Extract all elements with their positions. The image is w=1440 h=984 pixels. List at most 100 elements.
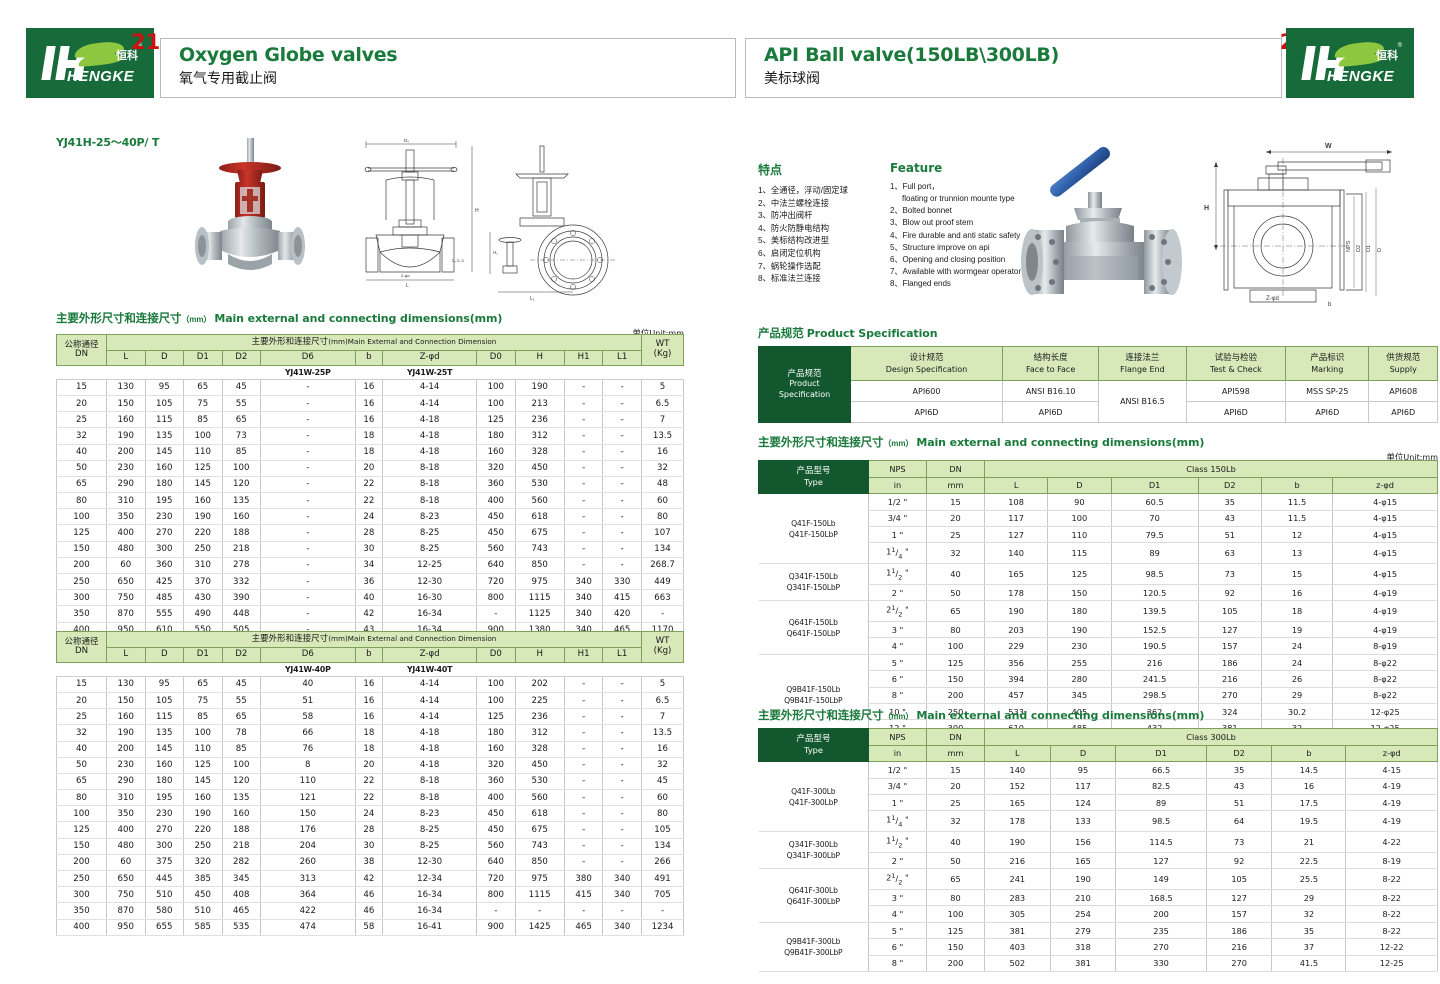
table-cell: 6.5: [641, 692, 684, 710]
brand-name-en-right: HENGKE: [1327, 68, 1395, 85]
table-cell: 236: [514, 708, 565, 726]
table-cell: 1425: [514, 919, 565, 936]
ball-valve-dimensions-table-300lb: 产品型号 Type NPS DN Class 300Lb in mm L D D1 D2 b…: [758, 727, 1438, 972]
table-cell: 160: [476, 444, 516, 461]
col-header-b: b: [354, 646, 384, 663]
table-cell: 356: [983, 654, 1049, 672]
table-cell: 160: [106, 708, 146, 726]
table-cell: 4-18: [382, 444, 478, 461]
table-cell: 8-φ22: [1332, 670, 1438, 688]
table-cell: 35: [1271, 922, 1347, 940]
table-cell: 345: [1047, 687, 1112, 704]
nps-cell: 3 ": [868, 621, 927, 639]
table-cell: 60: [106, 557, 146, 575]
table-cell: -: [563, 676, 604, 693]
table-cell: 8-25: [382, 524, 478, 542]
svg-text:D₂ D₁ D: D₂ D₁ D: [452, 259, 465, 263]
spec-col-marking: 产品标识 Marking: [1285, 345, 1370, 382]
col-header-D1: D1: [183, 646, 223, 663]
table-cell: 16: [1260, 584, 1334, 602]
label-D2: D2: [1356, 245, 1362, 252]
table-row: 25 160 115 85 65 58 16 4-14 125 236- -7: [56, 708, 684, 726]
variant-spacer: [476, 365, 684, 380]
ball-valve-drawings: W H: [1010, 130, 1440, 308]
spec-title-cn: 产品规范: [758, 328, 804, 340]
spec-cell: ANSI B16.10: [1001, 380, 1100, 403]
table-cell: 125: [476, 708, 516, 726]
table-cell: 300: [56, 886, 107, 904]
table-cell: -: [602, 708, 642, 726]
table-cell: 145: [144, 444, 184, 461]
table-row: 6 " 150 394 280 241.5 216 26 8-φ22: [759, 670, 1438, 688]
nps-cell: 1 ": [868, 794, 927, 812]
spec-cell-flange: ANSI B16.5: [1098, 380, 1187, 424]
table-cell: 1115: [514, 886, 565, 904]
spec-col-design: 设计规范 Design Specification: [850, 345, 1003, 382]
table-cell: 4-φ15: [1332, 563, 1438, 585]
nps-cell: 8 ": [868, 955, 927, 972]
col-header-L: L: [106, 349, 146, 366]
col-header-H: H: [514, 646, 565, 663]
table-cell: 400: [106, 524, 146, 542]
table-cell: -: [563, 476, 604, 494]
table-cell: 202: [514, 676, 565, 693]
table-cell: 160: [106, 411, 146, 429]
table-cell: 200: [1115, 905, 1207, 923]
table-cell: 105: [1197, 600, 1262, 623]
table-cell: 108: [983, 493, 1049, 511]
table-cell: 230: [1047, 637, 1112, 655]
table-cell: 16: [354, 379, 384, 396]
spec-cell: API6D: [1285, 401, 1370, 424]
table-row: 32 190 135 100 73-18 4-18 180 312- -13.5: [56, 427, 684, 445]
table-cell: 298.5: [1110, 687, 1199, 704]
product-type-cell: Q341F-300Lb Q341F-300LbP: [758, 831, 869, 870]
table-cell: 152: [984, 778, 1051, 796]
table-cell: 178: [983, 584, 1049, 602]
table-cell: 38: [354, 854, 384, 872]
table-cell: 139.5: [1110, 600, 1199, 623]
feature-item: 2、中法兰螺栓连接: [758, 197, 829, 208]
table-cell: -: [563, 757, 604, 774]
dim300-section-title: 主要外形尺寸和连接尺寸（mm） Main external and connec…: [758, 707, 1438, 723]
table-cell: 975: [514, 573, 565, 591]
table-cell: 32: [56, 724, 107, 742]
table-cell: -: [602, 789, 642, 807]
table-cell: -: [563, 838, 604, 855]
table-cell: 24: [354, 805, 384, 823]
nps-cell: 3/4 ": [868, 510, 927, 528]
table-cell: 25.5: [1271, 868, 1347, 891]
dim300-title-cn: 主要外形尺寸和连接尺寸: [758, 710, 884, 722]
table-cell: 260: [260, 854, 356, 872]
dim150-unit-note: 单位Unit:mm: [758, 451, 1438, 463]
svg-text:Z-φd: Z-φd: [401, 273, 410, 278]
table-cell: 4-φ19: [1332, 600, 1438, 623]
table-cell: 46: [354, 902, 384, 920]
table-cell: 75: [183, 692, 223, 710]
label-b: b: [1328, 302, 1332, 308]
table-cell: -: [602, 821, 642, 839]
table-cell: 450: [476, 821, 516, 839]
table-cell: 229: [983, 637, 1049, 655]
table-cell: 135: [144, 724, 184, 742]
table-cell: -: [602, 427, 642, 445]
table-cell: -: [563, 821, 604, 839]
table-cell: -: [602, 757, 642, 774]
product-type-cell: Q641F-300Lb Q641F-300LbP: [758, 868, 869, 923]
table-row: 80 310 195 160 135-22 8-18 400 560- -60: [56, 492, 684, 510]
table-cell: 134: [641, 838, 684, 855]
dn-cell: 25: [926, 526, 985, 544]
table-cell: 105: [144, 395, 184, 413]
table-cell: 4-18: [382, 724, 478, 742]
table-cell: 560: [476, 838, 516, 855]
table-cell: 585: [183, 919, 223, 936]
right-page-title-cn: 美标球阀: [764, 69, 820, 86]
table-cell: -: [260, 524, 356, 542]
col-header-L: L: [106, 646, 146, 663]
table-cell: 394: [983, 670, 1049, 688]
table-cell: 282: [221, 854, 261, 872]
registered-mark-icon-right: ®: [1397, 43, 1402, 49]
table-cell: 390: [221, 589, 261, 607]
col-header-zd: z-φd: [1345, 744, 1438, 763]
table-cell: 420: [602, 605, 642, 623]
table-cell: 320: [476, 757, 516, 774]
